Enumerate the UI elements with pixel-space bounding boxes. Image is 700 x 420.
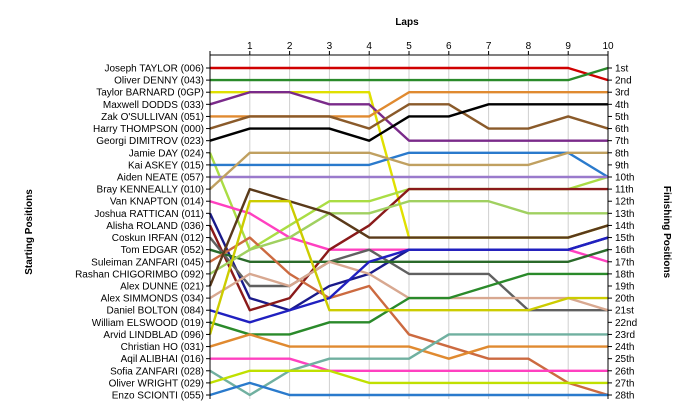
finishing-position-label: 4th xyxy=(615,100,629,111)
finishing-position-label: 18th xyxy=(615,269,634,280)
series-line xyxy=(209,333,608,397)
starting-driver-label: Alex SIMMONDS (034) xyxy=(101,294,204,305)
lap-tick-label: 9 xyxy=(565,41,571,52)
finishing-position-label: 3rd xyxy=(615,88,629,99)
series-line xyxy=(210,66,609,82)
starting-driver-label: Rashan CHIGORIMBO (092) xyxy=(75,269,204,280)
starting-driver-label: Georgi DIMITROV (023) xyxy=(96,136,204,147)
finishing-position-label: 24th xyxy=(615,342,634,353)
finishing-position-label: 5th xyxy=(615,112,629,123)
finishing-position-label: 12th xyxy=(615,197,634,208)
starting-driver-label: Harry THOMPSON (000) xyxy=(93,124,204,135)
axes xyxy=(206,51,612,399)
starting-driver-label: Oliver DENNY (043) xyxy=(114,76,204,87)
series-line xyxy=(208,200,608,335)
series-line xyxy=(209,236,608,312)
starting-driver-label: Maxwell DODDS (033) xyxy=(103,100,204,111)
left-axis-title: Starting Positions xyxy=(24,189,35,275)
series-line xyxy=(209,200,608,275)
series-line xyxy=(209,103,608,142)
lap-tick-label: 2 xyxy=(287,41,293,52)
starting-driver-label: Alex DUNNE (021) xyxy=(120,282,204,293)
lap-tick-label: 10 xyxy=(602,41,614,52)
series-line xyxy=(209,236,609,397)
starting-driver-label: Aiden NEATE (057) xyxy=(117,173,204,184)
finishing-position-label: 16th xyxy=(615,245,634,256)
finishing-position-label: 27th xyxy=(615,378,634,389)
finishing-position-label: 8th xyxy=(615,148,629,159)
finishing-position-label: 23rd xyxy=(615,330,635,341)
lap-tick-label: 3 xyxy=(327,41,333,52)
series-line xyxy=(209,369,608,385)
finishing-position-label: 26th xyxy=(615,366,634,377)
starting-driver-label: Van KNAPTON (014) xyxy=(110,197,204,208)
starting-driver-label: Enzo SCIONTI (055) xyxy=(112,391,204,402)
finishing-position-label: 9th xyxy=(615,160,629,171)
lap-tick-label: 7 xyxy=(486,41,492,52)
lap-tick-label: 8 xyxy=(526,41,532,52)
lap-tick-label: 4 xyxy=(366,41,372,52)
lap-tick-labels: 1 2 3 4 5 6 7 8 9 10 xyxy=(247,41,614,52)
starting-driver-label: Daniel BOLTON (084) xyxy=(107,306,204,317)
starting-driver-label: Zak O'SULLIVAN (051) xyxy=(101,112,204,123)
starting-driver-label: Bray KENNEALLY (010) xyxy=(97,185,204,196)
starting-driver-label: Suleiman ZANFARI (045) xyxy=(91,257,204,268)
starting-driver-label: Joseph TAYLOR (006) xyxy=(105,64,205,75)
starting-driver-label: Alisha ROLAND (036) xyxy=(106,221,204,232)
series-line xyxy=(210,66,609,82)
right-axis-title: Finishing Positions xyxy=(661,186,672,279)
starting-driver-label: Joshua RATTICAN (011) xyxy=(94,209,204,220)
starting-driver-label: Arvid LINDBLAD (096) xyxy=(103,330,204,341)
finishing-position-label: 25th xyxy=(615,354,634,365)
finishing-position-label: 22nd xyxy=(615,318,637,329)
starting-driver-label: Aqil ALIBHAI (016) xyxy=(121,354,204,365)
finishing-position-labels: 1st2nd3rd4th5th6th7th8th9th10th11th12th1… xyxy=(615,64,637,402)
finishing-position-label: 6th xyxy=(615,124,629,135)
series-line xyxy=(210,357,608,372)
series-line xyxy=(209,333,608,360)
starting-driver-label: William ELSWOOD (019) xyxy=(92,318,204,329)
series-line xyxy=(209,103,609,130)
starting-driver-label: Tom EDGAR (052) xyxy=(121,245,204,256)
finishing-position-label: 7th xyxy=(615,136,629,147)
series-line xyxy=(208,187,608,312)
starting-driver-label: Jamie DAY (024) xyxy=(129,148,204,159)
finishing-position-label: 15th xyxy=(615,233,634,244)
lap-tick-label: 6 xyxy=(446,41,452,52)
x-axis-title: Laps xyxy=(395,17,419,28)
series-line xyxy=(208,187,609,287)
finishing-position-label: 14th xyxy=(615,221,634,232)
finishing-position-label: 10th xyxy=(615,173,634,184)
series-lines xyxy=(208,66,609,397)
series-line xyxy=(209,236,609,324)
finishing-position-label: 20th xyxy=(615,294,634,305)
starting-position-labels: Joseph TAYLOR (006)Oliver DENNY (043)Tay… xyxy=(75,64,204,402)
lap-tick-label: 5 xyxy=(406,41,412,52)
finishing-position-label: 17th xyxy=(615,257,634,268)
finishing-position-label: 2nd xyxy=(615,76,632,87)
starting-driver-label: Kai ASKEY (015) xyxy=(128,160,204,171)
series-line xyxy=(210,151,609,179)
starting-driver-label: Oliver WRIGHT (029) xyxy=(109,378,204,389)
lap-tick-label: 1 xyxy=(247,41,253,52)
starting-driver-label: Taylor BARNARD (0GP) xyxy=(96,88,204,99)
starting-driver-label: Christian HO (031) xyxy=(121,342,204,353)
finishing-position-label: 1st xyxy=(615,64,629,75)
finishing-position-label: 28th xyxy=(615,391,634,402)
finishing-position-label: 13th xyxy=(615,209,634,220)
starting-driver-label: Coskun IRFAN (012) xyxy=(112,233,204,244)
series-line xyxy=(209,151,608,190)
series-line xyxy=(209,272,608,336)
starting-driver-label: Sofia ZANFARI (028) xyxy=(110,366,204,377)
finishing-position-label: 11th xyxy=(615,185,634,196)
finishing-position-label: 21st xyxy=(615,306,634,317)
series-line xyxy=(209,91,608,142)
finishing-position-label: 19th xyxy=(615,282,634,293)
series-line xyxy=(209,381,608,397)
